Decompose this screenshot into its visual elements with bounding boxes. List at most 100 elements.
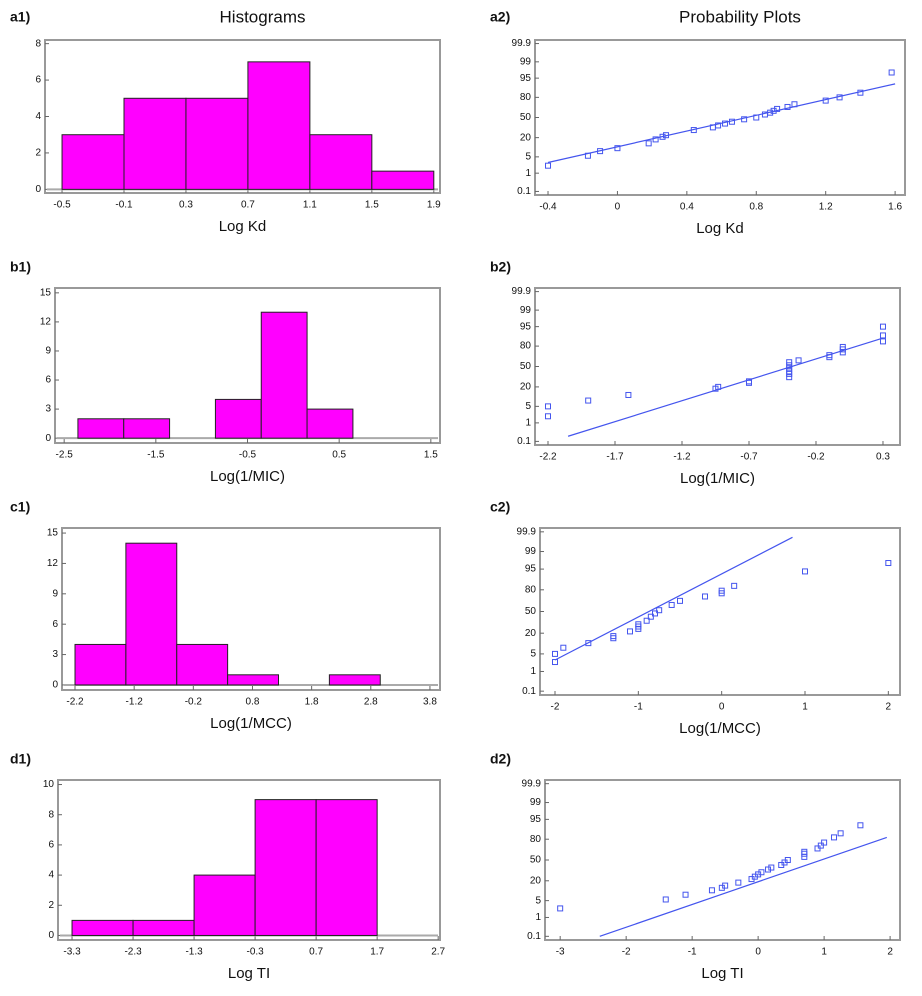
data-point [560,644,567,651]
x-tick-label: -0.7 [740,452,758,463]
x-tick-label: -3 [556,947,565,958]
x-tick-label: 0.8 [749,202,763,213]
y-tick-label: 10 [43,779,55,790]
y-tick-label: 99 [520,56,532,67]
bar [306,408,354,439]
x-tick-label: 0 [755,947,761,958]
data-point [857,822,864,829]
data-point [745,378,752,385]
panel: c2) -2 -1 0 1 2 0.1 1 5 20 50 80 95 99 99.9 Log(1/MCC) [490,499,901,737]
x-tick-label: -0.5 [53,200,71,211]
y-tick-label: 95 [530,814,542,825]
data-point [822,97,829,104]
data-point [770,107,777,114]
y-tick-label: 8 [35,38,41,49]
data-point [677,597,683,604]
data-point [728,118,735,125]
data-point [625,391,632,398]
y-tick-label: 50 [520,112,532,123]
data-point [652,136,659,143]
x-tick-label: 0.7 [309,947,323,958]
y-tick-label: 95 [520,321,532,332]
data-point [544,403,551,410]
y-tick-label: 6 [35,75,41,86]
y-tick-label: 80 [520,92,532,103]
data-point [786,362,793,369]
y-tick-label: 99.9 [522,778,542,789]
data-point [552,650,558,657]
y-tick-label: 50 [530,855,542,866]
data-point [627,628,633,635]
data-point [802,568,808,575]
x-tick-label: 0.4 [680,202,694,213]
data-point [837,830,844,837]
data-point [659,133,666,140]
data-point [786,368,793,375]
data-point [753,114,760,121]
y-tick-label: 3 [45,404,51,415]
y-tick-label: 4 [35,111,41,122]
data-point [645,140,652,147]
data-point [702,593,708,600]
data-point [836,94,843,101]
x-tick-label: 0.5 [332,450,346,461]
data-point [635,621,642,628]
y-tick-label: 80 [525,584,537,595]
y-tick-label: 99 [530,797,542,808]
bar [185,97,249,190]
panel-label: a2) [490,9,510,25]
x-axis-label: Log Kd [219,218,267,235]
data-point [821,839,828,846]
y-tick-label: 20 [520,132,532,143]
x-tick-label: -1.7 [606,452,624,463]
y-tick-label: 5 [530,649,536,660]
data-point [668,601,675,608]
x-tick-label: 0.3 [179,200,193,211]
panel-label: c1) [10,499,30,515]
data-point [722,882,729,889]
y-tick-label: 4 [48,870,54,881]
x-tick-label: 1.5 [365,200,379,211]
y-tick-label: 99.9 [512,286,532,297]
data-point [767,109,774,116]
x-tick-label: -2.5 [56,450,74,461]
data-point [879,338,886,345]
panel-label: b2) [490,259,511,275]
bar [77,418,125,439]
x-tick-label: -1.2 [126,697,144,708]
x-tick-label: 1.6 [888,202,902,213]
data-point [888,69,895,76]
data-point [786,359,793,366]
panel: d2) -3 -2 -1 0 1 2 0.1 1 5 20 50 80 95 99 99.9 Log TI [490,751,901,982]
y-tick-label: 20 [530,875,542,886]
y-tick-label: 0.1 [527,931,541,942]
y-tick-label: 0 [35,184,41,195]
bar [315,799,378,936]
plot-frame [539,527,901,696]
x-tick-label: -0.4 [539,202,557,213]
data-point [552,659,558,666]
bar [176,643,229,686]
y-tick-label: 5 [525,401,531,412]
data-point [585,640,592,647]
plot-frame [534,39,906,196]
x-tick-label: -1.2 [673,452,691,463]
x-tick-label: -0.2 [807,452,825,463]
plot-frame [544,779,901,941]
data-point [722,120,729,127]
y-tick-label: 2 [35,148,41,159]
panel: b1) -2.5 -1.5 -0.5 0.5 1.5 0 3 6 9 12 15 Log(1/MIC) [10,259,441,485]
x-tick-label: 2.8 [364,697,378,708]
panel: c1) -2.2 -1.2 -0.2 0.8 1.8 2.8 3.8 0 3 6 9 12 15 Log(1… [10,499,441,732]
y-tick-label: 2 [48,900,54,911]
data-point [795,357,802,364]
y-tick-label: 0.1 [517,186,531,197]
x-tick-label: 1.2 [819,202,833,213]
panel-label: d2) [490,751,511,767]
x-tick-label: -2 [551,702,560,713]
y-tick-label: 12 [40,317,52,328]
panel: a2) Probability Plots -0.4 0 0.4 0.8 1.2 1.6 0.1… [490,7,906,237]
y-tick-label: 1 [535,912,541,923]
y-tick-label: 0 [48,930,54,941]
